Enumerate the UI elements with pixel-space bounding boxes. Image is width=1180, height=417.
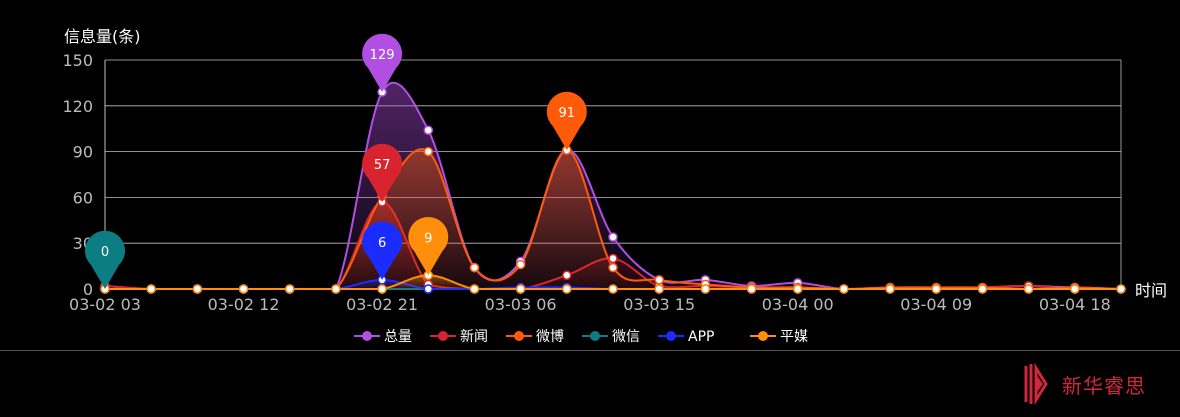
y-tick-label: 120 [62,97,93,116]
data-point[interactable] [654,284,664,294]
annotation-label: 57 [374,158,391,173]
legend-marker [362,331,372,341]
data-point[interactable] [608,262,618,273]
series-area-2 [105,149,1121,289]
data-point[interactable] [792,284,803,294]
x-tick-label: 03-04 18 [1039,295,1111,314]
x-tick-label: 03-03 06 [485,295,557,314]
data-point[interactable] [1116,284,1126,294]
brand: 新华睿思 [1020,360,1146,408]
y-tick-label: 0 [83,280,93,299]
data-point[interactable] [1070,284,1080,294]
divider [0,350,1180,351]
data-point[interactable] [562,284,572,294]
legend-marker [438,331,448,341]
annotation-pin [362,221,403,280]
legend-marker [666,331,676,341]
series-area-0 [105,82,1121,289]
data-point[interactable] [608,284,618,294]
y-tick-label: 90 [73,143,93,162]
data-point[interactable] [608,253,618,264]
data-point[interactable] [284,284,295,294]
data-point[interactable] [423,146,434,157]
legend-label: 新闻 [460,329,488,345]
x-tick-label: 03-02 21 [346,295,418,314]
legend-item-2[interactable]: 微博 [506,328,564,345]
data-point[interactable] [562,270,572,281]
data-point[interactable] [839,284,849,294]
x-tick-label: 03-04 00 [762,295,834,314]
annotation-label: 0 [101,245,109,260]
x-axis-label: 时间 [1135,281,1167,300]
data-point[interactable] [931,284,942,294]
series-area-4 [105,279,1121,289]
legend-marker [514,331,524,341]
x-tick-label: 03-02 03 [69,295,141,314]
data-point[interactable] [238,284,249,294]
annotation-pin [408,216,449,276]
legend-item-3[interactable]: 微信 [582,329,640,345]
annotation-pin [85,230,125,289]
data-point[interactable] [608,232,618,242]
data-point[interactable] [469,262,480,273]
legend-label: 微信 [612,329,640,345]
data-point[interactable] [146,284,156,294]
annotation-pin [546,91,587,151]
x-tick-label: 03-04 09 [900,295,972,314]
data-point[interactable] [469,284,480,294]
data-point[interactable] [377,284,387,294]
legend-item-4[interactable]: APP [658,329,714,345]
data-point[interactable] [1023,284,1034,294]
data-point[interactable] [515,284,526,294]
data-point[interactable] [192,284,203,294]
data-point[interactable] [746,284,757,294]
y-tick-label: 150 [62,51,93,70]
legend-marker [758,331,768,341]
x-tick-label: 03-03 15 [623,295,695,314]
data-point[interactable] [885,284,895,294]
legend-item-5[interactable]: 平媒 [750,329,808,345]
data-point[interactable] [423,125,434,135]
data-point[interactable] [654,275,664,285]
annotation-pin [362,143,403,202]
y-axis-label: 信息量(条) [64,27,141,46]
data-point[interactable] [700,284,711,294]
legend-item-1[interactable]: 新闻 [430,329,488,345]
legend-marker [590,331,600,341]
annotation-pin [362,33,403,93]
legend-label: 总量 [384,329,412,345]
legend-item-0[interactable]: 总量 [354,329,412,345]
annotation-label: 91 [559,106,576,121]
data-point[interactable] [331,284,341,294]
x-tick-label: 03-02 12 [208,295,280,314]
data-point[interactable] [515,259,526,270]
data-point[interactable] [423,284,434,294]
legend-label: 微博 [536,328,564,345]
legend-label: 平媒 [780,329,808,345]
legend-label: APP [688,329,714,345]
data-point[interactable] [977,284,988,294]
annotation-label: 6 [378,236,386,251]
brand-logo-icon [1024,362,1048,406]
y-tick-label: 60 [73,188,93,207]
annotation-label: 129 [370,48,395,63]
annotation-label: 9 [424,231,432,246]
brand-name: 新华睿思 [1062,373,1146,398]
